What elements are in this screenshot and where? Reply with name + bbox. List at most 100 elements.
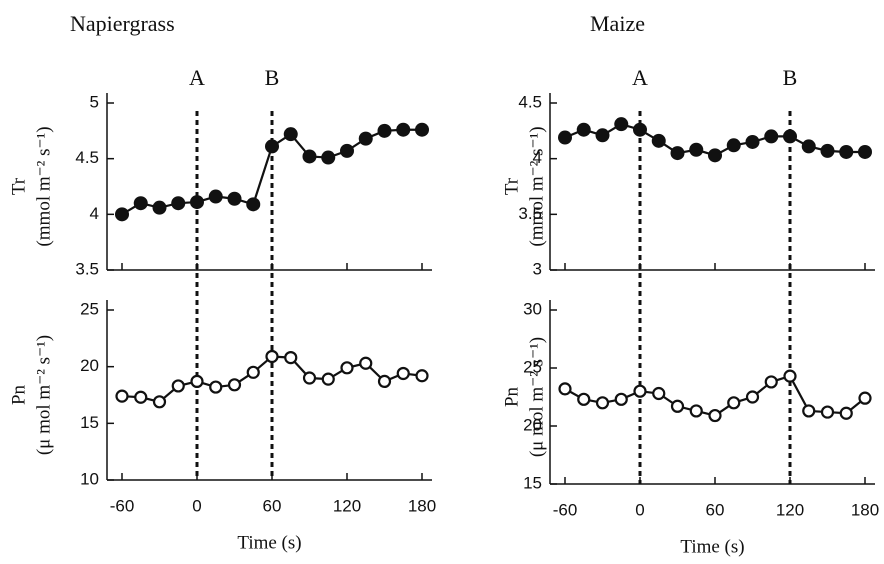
data-point xyxy=(171,196,186,211)
data-point xyxy=(858,144,872,159)
data-point xyxy=(115,389,129,403)
data-point xyxy=(396,366,410,381)
data-point xyxy=(670,399,685,413)
data-point xyxy=(340,143,354,158)
data-point xyxy=(265,139,279,154)
data-point xyxy=(558,130,572,145)
data-point xyxy=(209,380,223,394)
data-point xyxy=(284,351,298,365)
data-point xyxy=(415,122,429,137)
data-point xyxy=(858,391,872,405)
y-tick-label: 4 xyxy=(90,204,99,223)
data-point xyxy=(651,133,666,148)
data-point xyxy=(190,374,204,388)
data-point xyxy=(359,356,373,370)
y-axis-label: Pn xyxy=(8,384,29,405)
x-tick-label: 60 xyxy=(263,496,282,515)
data-point xyxy=(577,392,591,406)
y-tick-label: 15 xyxy=(523,473,542,492)
data-point xyxy=(820,143,835,158)
data-point xyxy=(152,395,167,409)
data-point xyxy=(633,122,647,137)
y-axis-label: Pn xyxy=(501,386,522,407)
y-tick-label: 25 xyxy=(80,299,99,318)
x-tick-label: 180 xyxy=(851,500,879,519)
data-point xyxy=(595,128,610,143)
data-point xyxy=(302,371,317,385)
data-point xyxy=(321,150,336,165)
x-tick-label: 0 xyxy=(635,500,644,519)
data-point xyxy=(152,200,167,215)
data-point xyxy=(745,134,760,149)
y-tick-label: 25 xyxy=(523,357,542,376)
x-axis-label: Time (s) xyxy=(237,532,301,553)
data-point xyxy=(134,390,148,404)
event-label: B xyxy=(783,65,798,90)
data-point xyxy=(377,374,392,388)
x-tick-label: 60 xyxy=(706,500,725,519)
data-point xyxy=(670,146,685,161)
data-point xyxy=(801,139,816,154)
data-point xyxy=(302,149,317,164)
data-point xyxy=(246,197,261,212)
y-tick-label: 5 xyxy=(90,92,99,111)
data-point xyxy=(396,122,411,137)
y-tick-label: 3 xyxy=(533,259,542,278)
data-point xyxy=(415,369,429,383)
y-tick-label: 4.5 xyxy=(518,92,542,111)
data-point xyxy=(576,122,591,137)
data-point xyxy=(227,191,242,206)
data-point xyxy=(689,404,703,418)
data-point xyxy=(839,406,853,420)
data-point xyxy=(614,392,628,406)
y-axis-label: (mmol m⁻² s⁻¹) xyxy=(33,126,54,246)
data-point xyxy=(652,386,666,401)
data-point xyxy=(377,123,392,138)
y-tick-label: 4.5 xyxy=(75,148,99,167)
x-tick-label: 120 xyxy=(333,496,361,515)
y-tick-label: 15 xyxy=(80,413,99,432)
data-point xyxy=(764,129,779,144)
y-tick-label: 4 xyxy=(533,148,542,167)
data-point xyxy=(839,144,854,159)
data-point xyxy=(820,405,835,419)
y-tick-label: 3.5 xyxy=(518,204,542,223)
data-point xyxy=(708,408,722,423)
x-tick-label: -60 xyxy=(553,500,578,519)
data-point xyxy=(283,127,298,142)
y-tick-label: 30 xyxy=(523,299,542,318)
data-point xyxy=(246,365,260,379)
y-axis-label: (μ mol m⁻² s⁻¹) xyxy=(33,335,54,455)
x-tick-label: 120 xyxy=(776,500,804,519)
data-point xyxy=(321,372,335,386)
data-point xyxy=(595,396,610,410)
data-point xyxy=(558,382,572,396)
y-tick-label: 20 xyxy=(523,415,542,434)
data-point xyxy=(783,369,797,383)
data-point xyxy=(340,361,354,375)
data-point xyxy=(133,196,148,211)
data-point xyxy=(708,148,722,163)
data-point xyxy=(727,396,741,410)
event-label: A xyxy=(189,65,205,90)
y-axis-label: (mmol m⁻² s⁻¹) xyxy=(526,126,547,246)
x-axis-label: Time (s) xyxy=(680,536,744,557)
data-point xyxy=(783,129,797,144)
y-axis-label: Tr xyxy=(8,177,29,195)
y-tick-label: 10 xyxy=(80,469,99,488)
y-axis-label: (μ mol m⁻² s⁻¹) xyxy=(526,337,547,457)
data-point xyxy=(227,378,242,392)
event-label: A xyxy=(632,65,648,90)
data-point xyxy=(171,379,185,393)
data-point xyxy=(689,142,704,157)
data-point xyxy=(190,195,204,210)
data-point xyxy=(115,207,129,222)
data-point xyxy=(614,117,629,132)
panel-title: Napiergrass xyxy=(70,11,175,36)
event-label: B xyxy=(265,65,280,90)
x-tick-label: 180 xyxy=(408,496,436,515)
data-point xyxy=(745,390,760,404)
x-tick-label: 0 xyxy=(192,496,201,515)
